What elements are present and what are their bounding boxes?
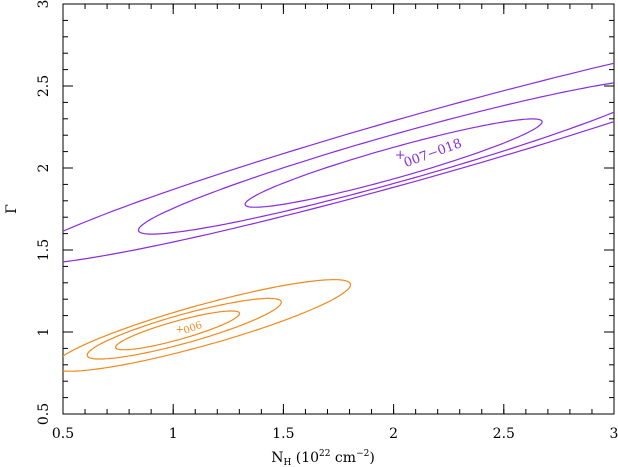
- y-tick-label: 2: [36, 164, 52, 173]
- contour-source-a-1: [244, 118, 543, 208]
- x-tick-label: 2: [389, 426, 398, 442]
- best-fit-marker: +: [395, 148, 406, 163]
- y-tick-label: 1: [36, 328, 52, 337]
- contour-source-b-3: [63, 278, 352, 372]
- series-label: 006: [182, 320, 204, 337]
- contour-source-b-2: [86, 297, 282, 360]
- y-tick-label: 0.5: [36, 403, 52, 425]
- y-tick-label: 2.5: [36, 75, 52, 97]
- x-tick-label: 3: [610, 426, 618, 442]
- best-fit-marker: +: [176, 325, 184, 336]
- x-tick-label: 1.5: [272, 426, 294, 442]
- y-tick-label: 1.5: [36, 239, 52, 261]
- contour-source-b-1: [115, 310, 241, 351]
- plot-frame: [62, 3, 615, 415]
- contour-source-a-3: [63, 62, 614, 263]
- x-tick-label: 0.5: [52, 426, 74, 442]
- contour-source-a-2: [137, 82, 614, 235]
- x-tick-label: 1: [169, 426, 178, 442]
- x-tick-label: 2.5: [493, 426, 515, 442]
- x-axis-title: NH (1022 cm−2): [271, 449, 375, 467]
- y-tick-label: 3: [36, 0, 52, 8]
- y-axis-title: Γ: [4, 204, 20, 214]
